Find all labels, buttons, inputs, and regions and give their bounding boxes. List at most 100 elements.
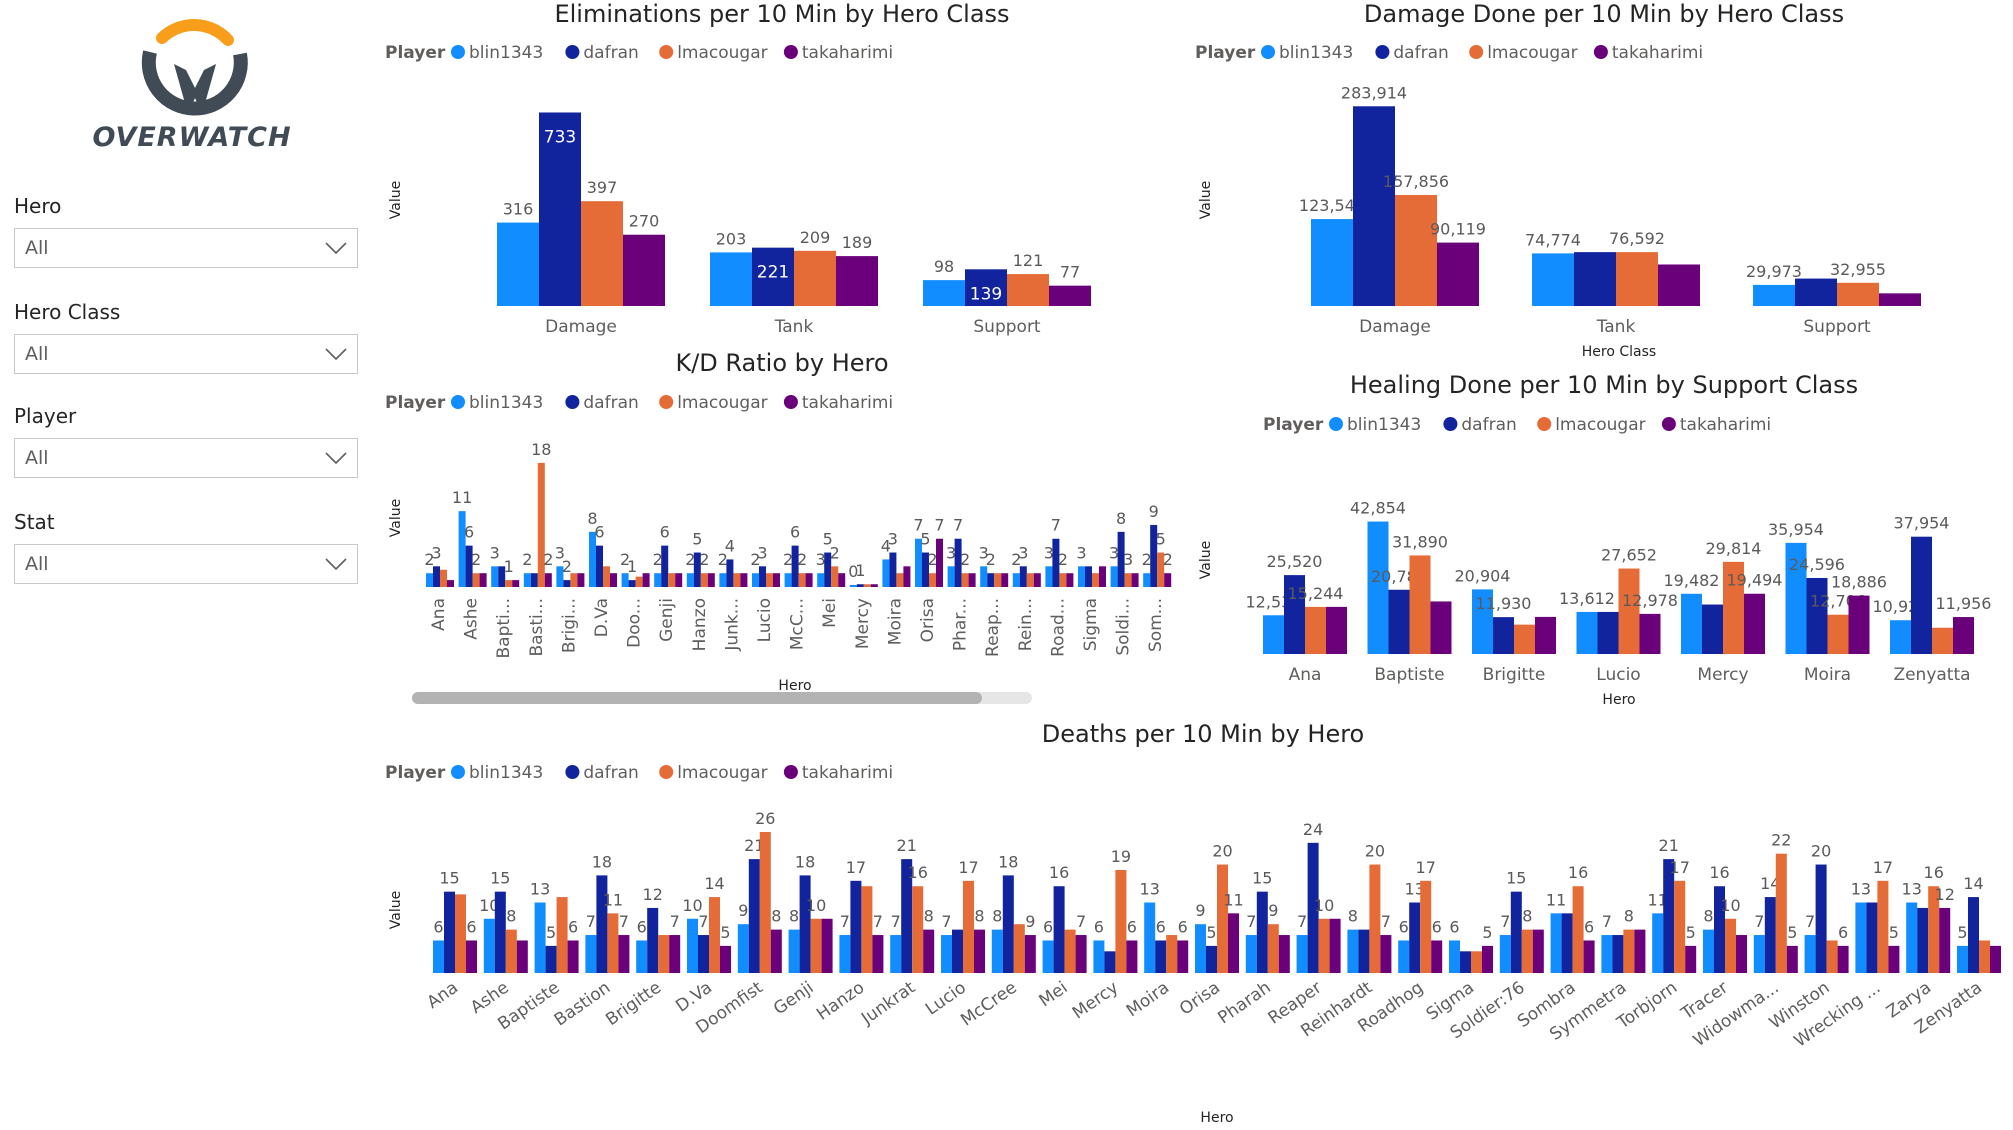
kd-scrollbar-thumb[interactable] — [412, 692, 982, 704]
deaths-bar-lmacougar — [1267, 924, 1279, 973]
kd-bar-dafran — [693, 552, 701, 587]
deaths-data-label: 24 — [1303, 820, 1323, 839]
kd-bar-lmacougar — [1026, 573, 1034, 587]
kd-tick-label: Doo... — [625, 598, 645, 648]
elims-data-label: 189 — [842, 233, 873, 252]
hero-class-dropdown[interactable]: All — [14, 334, 358, 374]
kd-bar-dafran — [563, 580, 571, 587]
stat-dropdown[interactable]: All — [14, 544, 358, 584]
kd-data-label: 2 — [783, 550, 793, 569]
kd-bar-dafran — [824, 552, 832, 587]
kd-bar-takaharimi — [642, 573, 650, 587]
hero-class-filter: Hero Class All — [14, 300, 360, 374]
healing-tick-label: Moira — [1804, 665, 1851, 685]
healing-bar-lmacougar — [1827, 614, 1849, 654]
healing-data-label: 11,956 — [1936, 594, 1992, 613]
kd-data-label: 7 — [1051, 516, 1061, 535]
kd-data-label: 1 — [627, 557, 637, 576]
deaths-data-label: 9 — [1025, 912, 1035, 931]
healing-data-label: 29,814 — [1706, 539, 1762, 558]
deaths-data-label: 17 — [1670, 858, 1690, 877]
healing-title: Healing Done per 10 Min by Support Class — [1350, 371, 1858, 399]
kd-bar-dafran — [1150, 524, 1158, 587]
kd-data-label: 2 — [718, 550, 728, 569]
healing-bar-takaharimi — [1744, 593, 1765, 654]
kd-bar-takaharimi — [610, 573, 617, 587]
elims-data-label: 77 — [1060, 263, 1080, 282]
kd-bar-blin1343 — [1078, 566, 1085, 587]
kd-bar-dafran — [791, 545, 799, 587]
healing-tick-label: Zenyatta — [1893, 665, 1970, 685]
player-dropdown[interactable]: All — [14, 438, 358, 478]
deaths-bar-blin1343 — [737, 924, 749, 973]
kd-data-label: 6 — [464, 523, 474, 542]
deaths-data-label: 7 — [1500, 912, 1510, 931]
deaths-bar-blin1343 — [1499, 935, 1511, 973]
kd-data-label: 2 — [543, 550, 553, 569]
deaths-bar-takaharimi — [516, 940, 528, 973]
deaths-bar-blin1343 — [1855, 902, 1867, 973]
deaths-bar-blin1343 — [1601, 935, 1613, 973]
kd-data-label: 6 — [594, 523, 604, 542]
healing-bar-blin1343 — [1263, 615, 1284, 654]
deaths-bar-dafran — [1968, 897, 1979, 973]
deaths-bar-lmacougar — [1979, 940, 1990, 973]
healing-bar-lmacougar — [1723, 561, 1744, 654]
kd-bar-blin1343 — [882, 559, 890, 587]
kd-bar-blin1343 — [915, 538, 922, 587]
deaths-tick-label: Brigitte — [602, 978, 665, 1030]
healing-data-label: 15,244 — [1288, 584, 1344, 603]
deaths-bar-takaharimi — [1786, 945, 1798, 973]
kd-tick-label: Soldi... — [1114, 598, 1134, 656]
elims-bar-blin1343 — [497, 222, 539, 306]
healing-tick-label: Baptiste — [1374, 665, 1444, 685]
legend-marker-dafran — [1443, 417, 1458, 431]
kd-bar-takaharimi — [838, 573, 846, 587]
deaths-bar-blin1343 — [1093, 940, 1105, 973]
kd-bar-blin1343 — [556, 566, 564, 587]
deaths-tick-label: Moira — [1123, 978, 1173, 1021]
deaths-data-label: 7 — [1602, 912, 1612, 931]
deaths-bar-dafran — [1104, 951, 1116, 973]
deaths-data-label: 16 — [1049, 863, 1069, 882]
deaths-bar-blin1343 — [1906, 902, 1918, 973]
kd-data-label: 3 — [757, 543, 767, 562]
deaths-data-label: 6 — [1399, 917, 1409, 936]
legend-marker-takaharimi — [783, 765, 798, 779]
healing-bar-takaharimi — [1430, 601, 1452, 654]
deaths-data-label: 5 — [1889, 923, 1899, 942]
kd-bar-takaharimi — [903, 566, 911, 587]
kd-tick-label: Junk... — [722, 598, 742, 652]
deaths-bar-takaharimi — [669, 935, 681, 973]
deaths-data-label: 21 — [897, 836, 917, 855]
damage-bar-dafran — [1353, 106, 1395, 306]
kd-tick-label: Genji — [657, 598, 677, 642]
kd-bar-blin1343 — [1143, 573, 1151, 587]
hero-dropdown[interactable]: All — [14, 228, 358, 268]
stat-filter: Stat All — [14, 510, 360, 584]
deaths-data-label: 9 — [1195, 901, 1205, 920]
kd-bar-blin1343 — [752, 573, 759, 587]
deaths-bar-lmacougar — [658, 935, 670, 973]
kd-bar-lmacougar — [798, 573, 806, 587]
deaths-data-label: 19 — [1111, 847, 1131, 866]
deaths-bar-blin1343 — [1703, 929, 1714, 973]
deaths-bar-takaharimi — [720, 945, 731, 973]
deaths-bar-lmacougar — [556, 897, 568, 973]
deaths-data-label: 7 — [1754, 912, 1764, 931]
deaths-data-label: 16 — [1709, 863, 1729, 882]
healing-bar-takaharimi — [1326, 606, 1347, 654]
deaths-bar-lmacougar — [1369, 864, 1381, 973]
damage-data-label: 157,856 — [1383, 172, 1449, 191]
kd-bar-dafran — [530, 573, 538, 587]
deaths-data-label: 13 — [1140, 880, 1160, 899]
deaths-data-label: 6 — [637, 917, 647, 936]
deaths-data-label: 13 — [1405, 880, 1425, 899]
deaths-bar-takaharimi — [1736, 935, 1747, 973]
deaths-bar-lmacougar — [1115, 869, 1127, 973]
deaths-bar-takaharimi — [1329, 918, 1341, 973]
deaths-data-label: 6 — [1584, 917, 1594, 936]
kd-data-label: 18 — [531, 440, 551, 459]
kd-bar-takaharimi — [1001, 573, 1009, 587]
elims-data-label: 270 — [629, 212, 660, 231]
